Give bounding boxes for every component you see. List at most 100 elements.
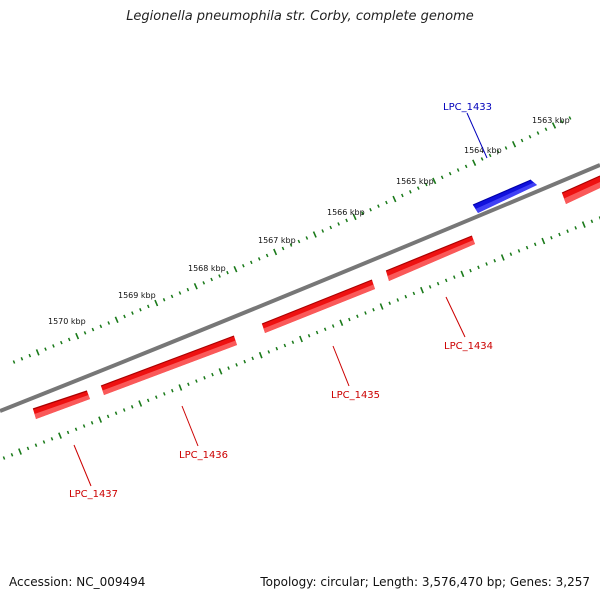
- outer-minor-tick: [289, 243, 293, 247]
- outer-minor-tick: [202, 281, 206, 285]
- inner-minor-tick: [509, 252, 513, 256]
- gene-feature-lpc-1435[interactable]: [261, 279, 375, 333]
- inner-minor-tick: [122, 408, 126, 412]
- inner-minor-tick: [517, 249, 521, 253]
- gene-label-lpc-1434[interactable]: LPC_1434: [444, 341, 493, 352]
- inner-minor-tick: [211, 372, 214, 377]
- outer-minor-tick: [369, 207, 372, 212]
- gene-feature-partial-edge: [561, 175, 600, 194]
- inner-major-tick: [500, 254, 505, 261]
- gene-feature-lpc-1433[interactable]: [472, 179, 537, 213]
- inner-minor-tick: [42, 440, 46, 444]
- inner-minor-tick: [388, 301, 391, 305]
- outer-minor-tick: [139, 308, 142, 312]
- outer-minor-tick: [67, 337, 71, 342]
- outer-minor-tick: [170, 294, 174, 299]
- outer-minor-tick: [345, 218, 348, 223]
- inner-minor-tick: [203, 376, 206, 380]
- outer-minor-tick: [464, 164, 468, 169]
- inner-major-tick: [218, 368, 223, 375]
- gene-feature-lpc-1436-edge: [100, 335, 235, 387]
- inner-minor-tick: [130, 405, 134, 409]
- outer-minor-tick: [329, 225, 333, 230]
- outer-major-tick: [352, 213, 357, 221]
- inner-major-tick: [581, 221, 586, 228]
- gene-feature-lpc-1437-edge: [32, 390, 88, 410]
- gene-feature-lpc-1436[interactable]: [100, 335, 237, 395]
- inner-major-tick: [299, 335, 303, 343]
- inner-minor-tick: [550, 236, 553, 240]
- outer-minor-tick: [162, 298, 166, 302]
- inner-major-tick: [460, 270, 465, 278]
- inner-minor-tick: [2, 456, 6, 460]
- inner-minor-tick: [493, 259, 496, 263]
- outer-major-tick: [273, 248, 278, 256]
- outer-minor-tick: [91, 327, 95, 332]
- inner-minor-tick: [356, 314, 359, 318]
- outer-minor-tick: [123, 314, 126, 319]
- inner-minor-tick: [533, 242, 537, 247]
- gene-label-lpc-1435[interactable]: LPC_1435: [331, 390, 380, 401]
- outer-minor-tick: [504, 146, 508, 150]
- inner-minor-tick: [66, 430, 70, 435]
- inner-minor-tick: [412, 291, 416, 296]
- outer-minor-tick: [210, 277, 213, 282]
- gene-feature-partial[interactable]: [561, 175, 600, 204]
- outer-minor-tick: [440, 175, 444, 180]
- inner-major-tick: [420, 286, 424, 294]
- gene-label-lpc-1436[interactable]: LPC_1436: [179, 450, 228, 461]
- callout-line-lpc-1433: [466, 112, 488, 159]
- outer-major-tick: [392, 195, 397, 203]
- outer-minor-tick: [480, 157, 484, 161]
- inner-minor-tick: [10, 453, 14, 457]
- gene-callouts: [73, 112, 488, 487]
- outer-minor-tick: [28, 353, 32, 358]
- inner-minor-tick: [195, 379, 198, 383]
- outer-minor-tick: [226, 270, 229, 275]
- gene-feature-lpc-1434-edge: [385, 235, 473, 272]
- outer-major-tick: [154, 299, 159, 307]
- inner-minor-tick: [235, 363, 238, 367]
- outer-major-tick: [551, 122, 557, 129]
- inner-minor-tick: [444, 278, 448, 283]
- inner-minor-tick: [525, 245, 529, 250]
- inner-minor-tick: [566, 229, 569, 233]
- inner-minor-tick: [106, 414, 110, 419]
- gene-feature-lpc-1437[interactable]: [32, 390, 90, 419]
- gene-labels: LPC_1433 LPC_1434 LPC_1435 LPC_1436 LPC_…: [69, 102, 493, 500]
- outer-minor-tick: [448, 171, 452, 176]
- outer-major-tick: [114, 316, 119, 324]
- tick-labels: 1563 kbp 1564 kbp 1565 kbp 1566 kbp 1567…: [48, 116, 570, 326]
- outer-minor-tick: [60, 340, 63, 345]
- tick-label-1566: 1566 kbp: [327, 208, 365, 217]
- outer-major-tick: [75, 332, 80, 340]
- gene-feature-lpc-1435-edge: [261, 279, 373, 325]
- tick-label-1570: 1570 kbp: [48, 317, 86, 326]
- outer-minor-tick: [297, 239, 301, 244]
- gene-feature-lpc-1434[interactable]: [385, 235, 475, 281]
- accession-text: Accession: NC_009494: [9, 575, 146, 589]
- outer-minor-tick: [131, 311, 134, 315]
- inner-minor-tick: [114, 411, 118, 415]
- tick-label-1563: 1563 kbp: [532, 116, 570, 125]
- outer-minor-tick: [107, 321, 111, 325]
- gene-feature-lpc-1435-shade: [263, 284, 375, 333]
- map-title: Legionella pneumophila str. Corby, compl…: [126, 9, 474, 24]
- inner-minor-tick: [453, 275, 456, 279]
- gene-label-lpc-1433[interactable]: LPC_1433: [443, 102, 492, 113]
- inner-minor-tick: [90, 421, 94, 425]
- outer-minor-tick: [242, 263, 245, 268]
- outer-minor-tick: [44, 347, 47, 351]
- outer-minor-tick: [250, 260, 253, 265]
- tick-label-1565: 1565 kbp: [396, 177, 434, 186]
- tick-label-1569: 1569 kbp: [118, 291, 156, 300]
- genome-stats-text: Topology: circular; Length: 3,576,470 bp…: [260, 575, 590, 589]
- inner-minor-tick: [364, 311, 367, 315]
- outer-minor-tick: [321, 229, 325, 233]
- outer-minor-tick: [265, 253, 269, 258]
- gene-feature-partial-shade: [564, 182, 600, 204]
- gene-label-lpc-1437[interactable]: LPC_1437: [69, 489, 118, 500]
- gene-feature-lpc-1433-edge: [472, 179, 532, 206]
- outer-major-tick: [233, 265, 238, 273]
- inner-minor-tick: [404, 294, 408, 299]
